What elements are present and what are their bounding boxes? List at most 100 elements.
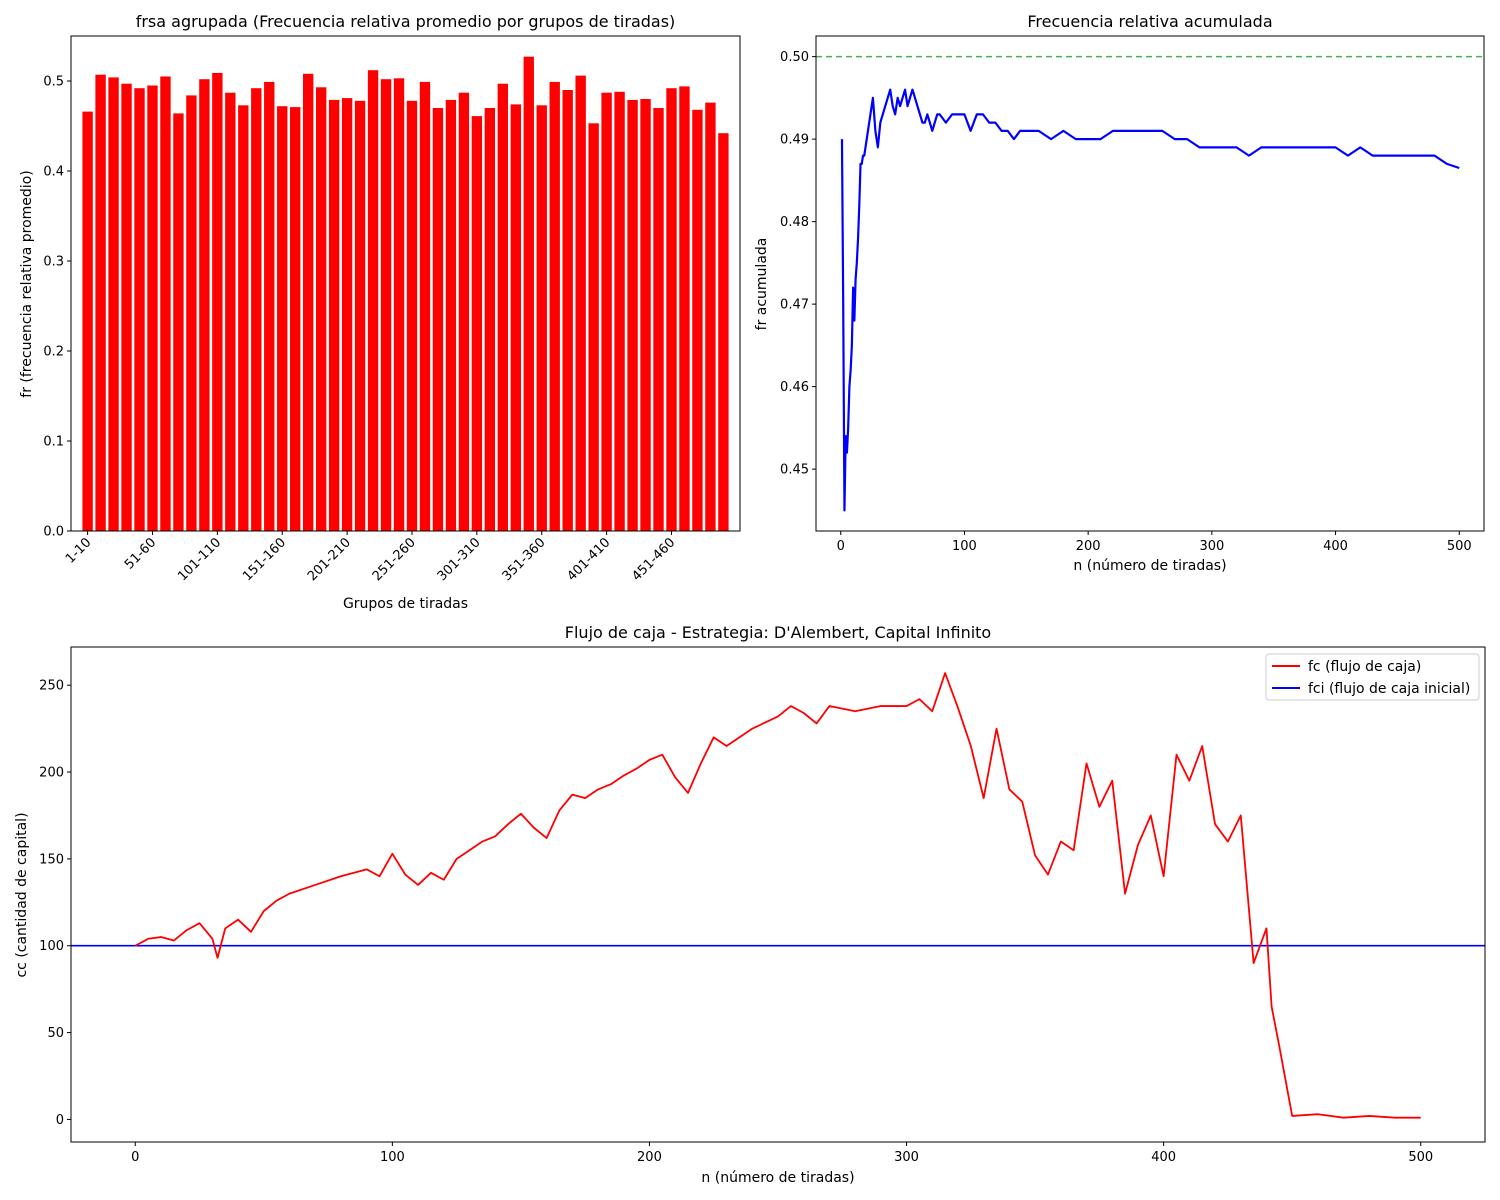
bar-281-290	[445, 99, 457, 532]
cumulative-frequency-line	[840, 88, 1460, 512]
bar-291-300	[458, 92, 470, 531]
bar-201-210	[341, 98, 353, 531]
cumulative-chart-title: Frecuencia relativa acumulada	[1027, 12, 1272, 31]
cashflow-chart-panel: Flujo de caja - Estrategia: D'Alembert, …	[14, 623, 1486, 1186]
cumulative-chart-frame	[815, 35, 1485, 532]
x-tick-label: 500	[1408, 1150, 1433, 1165]
y-tick-label: 50	[47, 1026, 64, 1041]
y-tick-label: 0.2	[43, 345, 64, 360]
bar-371-380	[562, 90, 573, 531]
cumulative-chart-panel: Frecuencia relativa acumulada n (número …	[754, 12, 1485, 574]
cashflow-legend: fc (flujo de caja) fci (flujo de caja in…	[1265, 653, 1480, 701]
bar-chart-bars	[82, 56, 729, 532]
y-tick-label: 0.45	[780, 463, 809, 478]
cashflow-line	[134, 672, 1421, 1119]
x-tick-label: 0	[837, 539, 845, 554]
bar-131-140	[251, 88, 262, 531]
bar-361-370	[549, 81, 560, 532]
bar-171-180	[302, 73, 314, 532]
bar-261-270	[419, 81, 431, 532]
bar-411-420	[614, 91, 625, 532]
bar-271-280	[432, 108, 444, 531]
bar-391-400	[588, 123, 599, 532]
y-tick-label: 0.48	[780, 215, 809, 230]
y-tick-label: 0.46	[780, 380, 809, 395]
bar-161-170	[290, 107, 301, 531]
bar-41-50	[134, 88, 145, 531]
x-tick-label: 401-410	[564, 535, 613, 584]
y-tick-label: 0.0	[43, 525, 64, 540]
cumulative-chart-axes: 0.45 0.46 0.47 0.48 0.49 0.50 0 100 200 300 400 500	[780, 50, 1472, 554]
bar-471-480	[692, 109, 703, 532]
legend-label-fci: fci (flujo de caja inicial)	[1308, 681, 1470, 697]
x-tick-label: 400	[1151, 1150, 1176, 1165]
cashflow-chart-title: Flujo de caja - Estrategia: D'Alembert, …	[565, 623, 991, 642]
bar-301-310	[471, 116, 483, 531]
x-tick-label: 301-310	[435, 535, 484, 584]
x-tick-label: 500	[1447, 539, 1472, 554]
x-tick-label: 400	[1323, 539, 1348, 554]
y-tick-label: 0.3	[43, 255, 64, 270]
bar-111-120	[225, 92, 236, 531]
bar-381-390	[575, 75, 586, 531]
bar-441-450	[653, 108, 664, 531]
bar-61-70	[160, 76, 171, 531]
x-tick-label: 201-210	[305, 535, 354, 584]
bar-51-60	[147, 85, 158, 531]
bar-491-500	[718, 133, 729, 531]
bar-31-40	[121, 83, 132, 531]
bar-91-100	[199, 79, 210, 531]
bar-331-340	[510, 104, 521, 532]
x-tick-label: 200	[637, 1150, 662, 1165]
bar-221-230	[367, 70, 379, 531]
y-tick-label: 150	[39, 852, 64, 867]
x-tick-label: 351-360	[500, 535, 549, 584]
bar-121-130	[238, 105, 249, 532]
bar-311-320	[484, 108, 496, 531]
cumulative-chart-ylabel: fr acumulada	[754, 238, 770, 331]
bar-211-220	[354, 100, 366, 532]
bar-451-460	[666, 88, 677, 531]
bar-181-190	[315, 87, 327, 532]
bar-231-240	[380, 79, 392, 531]
bar-101-110	[212, 72, 223, 532]
bar-341-350	[523, 56, 534, 531]
y-tick-label: 0.50	[780, 50, 809, 65]
cumulative-chart-plot	[816, 55, 1484, 512]
bar-1-10	[82, 111, 93, 531]
x-tick-label: 51-60	[122, 535, 159, 572]
y-tick-label: 200	[39, 766, 64, 781]
y-tick-label: 0.5	[43, 75, 64, 90]
bar-351-360	[536, 105, 547, 532]
bar-151-160	[277, 106, 288, 531]
x-tick-label: 300	[1199, 539, 1224, 554]
cashflow-chart-xlabel: n (número de tiradas)	[701, 1170, 854, 1186]
cashflow-chart-ylabel: cc (cantidad de capital)	[14, 812, 30, 977]
x-tick-label: 1-10	[63, 535, 94, 566]
y-tick-label: 0	[56, 1113, 64, 1128]
bar-431-440	[640, 99, 651, 531]
x-tick-label: 100	[952, 539, 977, 554]
bar-chart-ylabel: fr (frecuencia relativa promedio)	[19, 170, 35, 397]
x-tick-label: 0	[131, 1150, 139, 1165]
cashflow-chart-axes: 0 50 100 150 200 250 0 100 200 300 400 500	[39, 679, 1433, 1165]
bar-chart-title: frsa agrupada (Frecuencia relativa prome…	[136, 12, 676, 31]
cashflow-chart-frame	[70, 646, 1486, 1143]
x-tick-label: 251-260	[370, 535, 419, 584]
bar-251-260	[406, 100, 418, 532]
bar-chart-panel: frsa agrupada (Frecuencia relativa prome…	[19, 12, 741, 612]
x-tick-label: 451-460	[629, 535, 678, 584]
x-tick-label: 300	[894, 1150, 919, 1165]
x-tick-label: 101-110	[175, 535, 224, 584]
bar-11-20	[95, 74, 106, 531]
bar-21-30	[108, 77, 119, 532]
bar-461-470	[679, 86, 690, 532]
bar-321-330	[497, 83, 509, 531]
cumulative-chart-xlabel: n (número de tiradas)	[1073, 558, 1226, 574]
bar-191-200	[328, 99, 340, 532]
bar-81-90	[186, 95, 197, 532]
legend-label-fc: fc (flujo de caja)	[1308, 659, 1421, 675]
bar-71-80	[173, 113, 184, 532]
y-tick-label: 0.47	[780, 298, 809, 313]
